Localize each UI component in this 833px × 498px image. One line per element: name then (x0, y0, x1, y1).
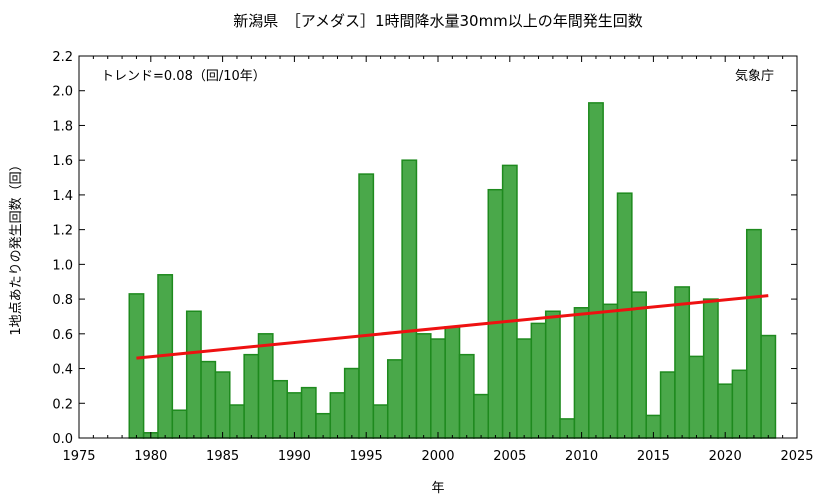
bar-1990 (286, 392, 303, 439)
bar-2012 (602, 303, 619, 439)
bar-2019 (702, 298, 719, 439)
bar-1987 (243, 353, 260, 439)
y-tick-label: 0.0 (52, 432, 73, 447)
bar-1984 (200, 360, 217, 439)
x-tick-label: 2000 (421, 449, 454, 464)
y-axis: 0.0 0.2 0.4 0.6 0.8 1.0 1.2 1.4 1.6 1.8 2.0 2.2 (52, 50, 797, 447)
bar-2001 (444, 326, 461, 439)
source-label: 気象庁 (735, 68, 774, 84)
x-tick-label: 2005 (493, 449, 526, 464)
bar-2008 (544, 310, 561, 439)
trend-label: トレンド=0.08（回/10年） (101, 69, 266, 84)
x-tick-label: 2025 (780, 449, 813, 464)
bar-2003 (473, 393, 490, 439)
trend-line (136, 294, 769, 360)
y-axis-label: 1地点あたりの発生回数（回） (9, 158, 24, 335)
trend-group (136, 294, 769, 360)
x-tick-label: 2020 (709, 449, 742, 464)
y-tick-label: 2.2 (52, 50, 73, 65)
bar-1979 (128, 293, 145, 439)
bar-2004 (487, 188, 504, 439)
bar-2005 (501, 164, 518, 439)
bar-1988 (257, 333, 274, 439)
bar-2014 (631, 291, 647, 439)
x-tick-label: 1995 (350, 449, 383, 464)
bar-1994 (343, 367, 360, 439)
bar-1993 (329, 392, 346, 439)
bars-group (128, 102, 777, 439)
y-tick-label: 0.8 (52, 293, 73, 308)
x-tick-label: 2010 (565, 449, 598, 464)
bar-2022 (745, 228, 762, 439)
x-tick-label: 1985 (206, 449, 239, 464)
bar-2016 (659, 371, 676, 439)
bar-2000 (430, 338, 446, 439)
bar-1985 (214, 371, 231, 439)
y-tick-label: 2.0 (52, 85, 73, 100)
y-tick-label: 1.8 (52, 119, 73, 134)
y-tick-label: 1.6 (52, 154, 73, 169)
bar-2018 (688, 355, 705, 439)
x-axis: 1975 1980 1985 1990 1995 2000 2005 2010 2015 2020… (62, 56, 814, 464)
y-tick-label: 1.2 (52, 224, 73, 239)
y-tick-label: 1.4 (52, 189, 73, 204)
bar-2023 (760, 334, 777, 439)
bar-1982 (171, 409, 188, 439)
x-axis-label: 年 (431, 481, 444, 496)
y-tick-label: 0.6 (52, 328, 73, 343)
bar-1986 (229, 404, 245, 439)
bar-1997 (386, 359, 403, 439)
bar-2007 (530, 322, 547, 439)
x-tick-label: 2015 (637, 449, 670, 464)
bar-1983 (185, 310, 202, 439)
bar-1999 (415, 333, 432, 439)
bar-2017 (674, 286, 691, 439)
y-tick-label: 1.0 (52, 258, 73, 273)
bar-1998 (401, 159, 418, 439)
bar-2013 (616, 192, 633, 439)
bar-1992 (315, 412, 332, 439)
bar-1991 (300, 386, 317, 439)
bar-2002 (458, 353, 475, 439)
bar-2011 (588, 102, 604, 439)
bar-2021 (731, 369, 748, 439)
bar-1996 (372, 404, 389, 439)
x-tick-label: 1975 (62, 449, 95, 464)
bar-2010 (573, 307, 590, 439)
bar-2020 (717, 383, 734, 439)
y-tick-label: 0.4 (52, 363, 73, 378)
bar-1989 (272, 379, 288, 439)
x-tick-label: 1980 (134, 449, 167, 464)
x-tick-label: 1990 (278, 449, 311, 464)
chart-title: 新潟県 ［アメダス］1時間降水量30mm以上の年間発生回数 (233, 12, 643, 30)
y-tick-label: 0.2 (52, 397, 73, 412)
bar-2006 (516, 338, 533, 439)
bar-1995 (358, 173, 375, 439)
